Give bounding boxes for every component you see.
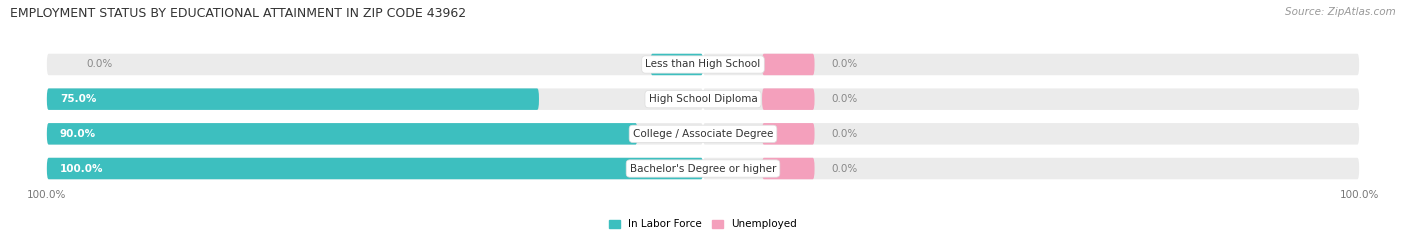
Text: 100.0%: 100.0% [27, 190, 66, 200]
FancyBboxPatch shape [46, 158, 703, 179]
FancyBboxPatch shape [46, 54, 703, 75]
FancyBboxPatch shape [703, 54, 1360, 75]
FancyBboxPatch shape [703, 123, 1360, 145]
Text: Bachelor's Degree or higher: Bachelor's Degree or higher [630, 164, 776, 174]
Text: 75.0%: 75.0% [60, 94, 97, 104]
FancyBboxPatch shape [762, 158, 814, 179]
Text: 100.0%: 100.0% [1340, 190, 1379, 200]
Text: 0.0%: 0.0% [831, 164, 858, 174]
FancyBboxPatch shape [762, 88, 814, 110]
FancyBboxPatch shape [703, 88, 1360, 110]
Text: 90.0%: 90.0% [60, 129, 96, 139]
Text: 0.0%: 0.0% [831, 59, 858, 69]
Text: 100.0%: 100.0% [60, 164, 104, 174]
FancyBboxPatch shape [762, 123, 814, 145]
FancyBboxPatch shape [46, 123, 703, 145]
FancyBboxPatch shape [46, 88, 538, 110]
FancyBboxPatch shape [762, 54, 814, 75]
Text: EMPLOYMENT STATUS BY EDUCATIONAL ATTAINMENT IN ZIP CODE 43962: EMPLOYMENT STATUS BY EDUCATIONAL ATTAINM… [10, 7, 465, 20]
Text: 0.0%: 0.0% [831, 129, 858, 139]
Text: High School Diploma: High School Diploma [648, 94, 758, 104]
FancyBboxPatch shape [703, 158, 1360, 179]
Text: Less than High School: Less than High School [645, 59, 761, 69]
Legend: In Labor Force, Unemployed: In Labor Force, Unemployed [605, 215, 801, 233]
FancyBboxPatch shape [46, 123, 637, 145]
FancyBboxPatch shape [651, 54, 703, 75]
Text: 0.0%: 0.0% [831, 94, 858, 104]
Text: Source: ZipAtlas.com: Source: ZipAtlas.com [1285, 7, 1396, 17]
FancyBboxPatch shape [46, 88, 703, 110]
Text: College / Associate Degree: College / Associate Degree [633, 129, 773, 139]
Text: 0.0%: 0.0% [86, 59, 112, 69]
FancyBboxPatch shape [46, 158, 703, 179]
